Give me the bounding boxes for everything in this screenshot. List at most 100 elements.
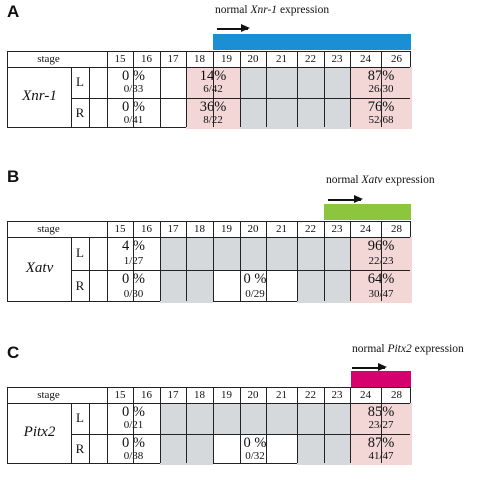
stage-number: 19 [221,389,232,401]
caption-gene: Xnr-1 [250,4,278,16]
caption-gene: Xatv [361,174,383,186]
stage-table: 4 % 1/27 96% 22/23 L 0 % 0/30 0 % 0/29 64% 30/47 R X… [7,221,412,303]
grid-line [350,388,351,463]
stage-number: 20 [247,223,259,235]
grid-line [381,388,382,463]
percent-value: 0 % [243,271,267,287]
grid-line [107,52,108,127]
normal-expression-caption: normal Xatv expression [326,174,435,186]
expression-bar [324,204,411,220]
side-label: R [75,104,85,120]
stage-number: 18 [194,389,205,401]
arrow-right-icon [328,195,363,203]
gene-label: Xnr-1 [22,88,57,104]
stage-number: 21 [276,53,287,65]
grid-line [89,67,90,127]
grid-line [240,222,241,301]
grid-line [297,388,298,463]
normal-expression-caption: normal Pitx2 expression [352,343,464,355]
stage-number: 15 [114,53,126,65]
grid-line [324,222,325,301]
stage-number: 18 [194,53,205,65]
result-cell: 0 % 0/32 [213,434,297,465]
count-value: 0/29 [245,288,265,300]
caption-prefix: normal [326,174,362,186]
arrow-right-icon [217,24,250,32]
stage-header: stage [37,389,60,401]
normal-expression-caption: normal Xnr-1 expression [215,4,329,16]
caption-prefix: normal [215,4,251,16]
stage-number: 15 [114,223,126,235]
grid-line [266,388,267,463]
expression-bar [213,34,411,50]
grid-line [107,222,108,301]
grid-line [71,237,72,301]
panel-letter: C [7,343,20,362]
stage-header: stage [37,53,60,65]
side-label: L [76,73,84,89]
grid-line [186,52,187,127]
grid-line [240,52,241,127]
stage-number: 19 [221,53,232,65]
result-cell: 0 % 0/29 [213,270,297,303]
stage-number: 15 [114,389,126,401]
stage-number: 23 [331,223,343,235]
stage-number: 28 [391,223,402,235]
no-data-cell [160,403,350,434]
stage-number: 24 [360,53,371,65]
no-data-cell [240,67,350,98]
stage-number: 24 [360,389,371,401]
panel-letter: A [7,2,20,21]
stage-number: 22 [305,53,316,65]
caption-gene: Pitx2 [387,343,412,355]
no-data-cell [297,270,350,303]
grid-line [71,67,72,127]
grid-line [213,388,214,463]
grid-line [297,222,298,301]
stage-table: 0 % 0/33 14% 6/42 87% 26/30 L 0 % 0/41 36% 8/22 76%… [7,51,412,129]
stage-table: 0 % 0/21 85% 23/27 L 0 % 0/38 0 % 0/32 87% 41/47 R P… [7,387,412,465]
grid-line [297,52,298,127]
no-data-cell [297,434,350,465]
grid-line [133,52,134,127]
caption-suffix: expression [411,343,464,355]
grid-line [324,388,325,463]
grid-line [266,52,267,127]
grid-line [133,388,134,463]
grid-line [186,388,187,463]
grid-line [160,222,161,301]
stage-number: 23 [331,389,343,401]
caption-suffix: expression [382,174,435,186]
grid-line [213,222,214,301]
gene-label: Xatv [25,260,54,276]
grid-line [89,237,90,301]
stage-number: 22 [305,389,316,401]
grid-line [133,222,134,301]
stage-number: 23 [331,53,343,65]
no-data-cell [240,98,350,129]
stage-number: 26 [391,53,402,65]
stage-number: 16 [141,223,152,235]
grid-line [213,52,214,127]
stage-number: 17 [167,53,179,65]
stage-number: 28 [391,389,402,401]
gene-label: Pitx2 [23,424,56,440]
grid-line [8,403,410,404]
grid-line [8,67,410,68]
arrow-right-icon [352,363,387,371]
stage-number: 18 [194,223,205,235]
grid-line [381,222,382,301]
stage-number: 24 [360,223,371,235]
caption-suffix: expression [277,4,330,16]
grid-line [8,237,410,238]
stage-number: 21 [276,223,287,235]
grid-line [107,388,108,463]
grid-line [350,52,351,127]
grid-line [350,222,351,301]
side-label: R [75,277,85,293]
count-value: 0/32 [245,450,265,462]
expression-bar [351,371,411,387]
stage-number: 16 [141,389,152,401]
grid-line [71,403,72,463]
